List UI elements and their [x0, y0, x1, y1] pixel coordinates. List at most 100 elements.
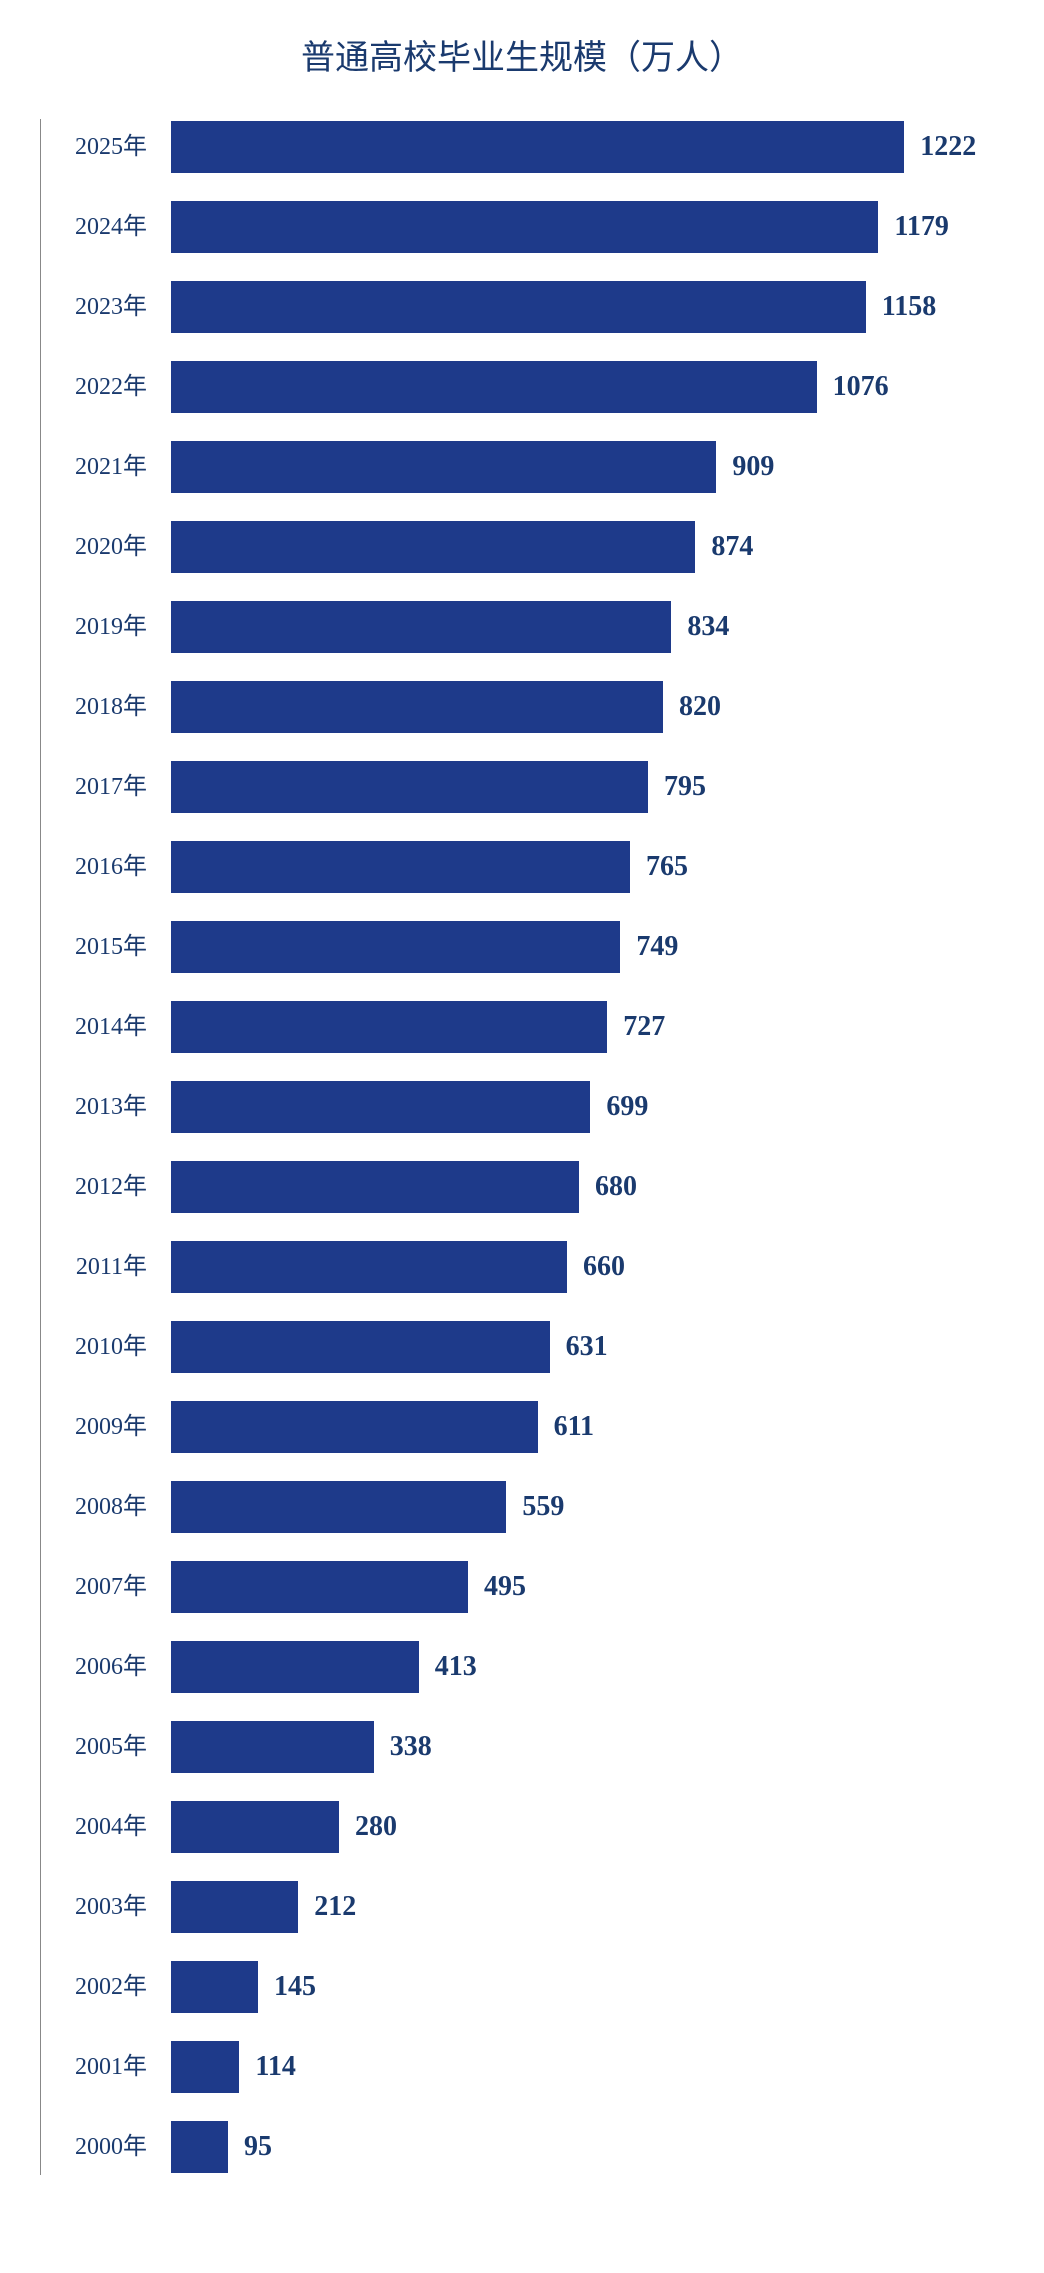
bar-row: 2011年660 [171, 1239, 1004, 1295]
y-axis-label: 2007年 [41, 1575, 161, 1599]
chart-container: 普通高校毕业生规模（万人） 2025年12222024年11792023年115… [0, 0, 1044, 2235]
value-label: 1222 [920, 133, 976, 161]
y-axis-label: 2020年 [41, 535, 161, 559]
bar [171, 761, 648, 813]
value-label: 495 [484, 1573, 526, 1601]
y-axis-label: 2014年 [41, 1015, 161, 1039]
y-axis-label: 2001年 [41, 2055, 161, 2079]
y-axis-label: 2009年 [41, 1415, 161, 1439]
bar [171, 1641, 419, 1693]
bar [171, 521, 695, 573]
y-axis-label: 2023年 [41, 295, 161, 319]
bar-row: 2007年495 [171, 1559, 1004, 1615]
y-axis-label: 2021年 [41, 455, 161, 479]
value-label: 95 [244, 2133, 272, 2161]
value-label: 611 [554, 1413, 594, 1441]
bar [171, 601, 671, 653]
value-label: 680 [595, 1173, 637, 1201]
bar-row: 2006年413 [171, 1639, 1004, 1695]
value-label: 765 [646, 853, 688, 881]
y-axis-label: 2008年 [41, 1495, 161, 1519]
bar-row: 2025年1222 [171, 119, 1004, 175]
bar-row: 2000年95 [171, 2119, 1004, 2175]
bar [171, 1801, 339, 1853]
bar [171, 1001, 607, 1053]
bar [171, 1081, 590, 1133]
bar [171, 441, 716, 493]
bar [171, 2121, 228, 2173]
chart-plot-area: 2025年12222024年11792023年11582022年10762021… [40, 119, 1004, 2175]
y-axis-label: 2003年 [41, 1895, 161, 1919]
bar-row: 2023年1158 [171, 279, 1004, 335]
y-axis-label: 2006年 [41, 1655, 161, 1679]
y-axis-label: 2022年 [41, 375, 161, 399]
value-label: 559 [522, 1493, 564, 1521]
bar-row: 2015年749 [171, 919, 1004, 975]
value-label: 1179 [894, 213, 948, 241]
y-axis-label: 2016年 [41, 855, 161, 879]
y-axis-label: 2010年 [41, 1335, 161, 1359]
bar [171, 2041, 239, 2093]
bar-row: 2017年795 [171, 759, 1004, 815]
bar-row: 2021年909 [171, 439, 1004, 495]
bar-row: 2019年834 [171, 599, 1004, 655]
bar-row: 2012年680 [171, 1159, 1004, 1215]
value-label: 145 [274, 1973, 316, 2001]
bar-row: 2016年765 [171, 839, 1004, 895]
bar-row: 2018年820 [171, 679, 1004, 735]
y-axis-label: 2024年 [41, 215, 161, 239]
chart-title: 普通高校毕业生规模（万人） [40, 30, 1004, 79]
value-label: 909 [732, 453, 774, 481]
bar-row: 2022年1076 [171, 359, 1004, 415]
bar [171, 201, 878, 253]
y-axis-label: 2011年 [41, 1255, 161, 1279]
bar [171, 921, 620, 973]
bar [171, 1721, 374, 1773]
bar-row: 2024年1179 [171, 199, 1004, 255]
bar-row: 2014年727 [171, 999, 1004, 1055]
value-label: 727 [623, 1013, 665, 1041]
value-label: 413 [435, 1653, 477, 1681]
value-label: 749 [636, 933, 678, 961]
value-label: 114 [255, 2053, 295, 2081]
bar-row: 2008年559 [171, 1479, 1004, 1535]
value-label: 795 [664, 773, 706, 801]
value-label: 212 [314, 1893, 356, 1921]
bar [171, 1561, 468, 1613]
y-axis-label: 2017年 [41, 775, 161, 799]
value-label: 699 [606, 1093, 648, 1121]
y-axis-label: 2002年 [41, 1975, 161, 1999]
bar [171, 1161, 579, 1213]
y-axis-label: 2025年 [41, 135, 161, 159]
y-axis-label: 2015年 [41, 935, 161, 959]
value-label: 338 [390, 1733, 432, 1761]
y-axis-label: 2005年 [41, 1735, 161, 1759]
bar [171, 841, 630, 893]
y-axis-label: 2004年 [41, 1815, 161, 1839]
value-label: 280 [355, 1813, 397, 1841]
bar-row: 2004年280 [171, 1799, 1004, 1855]
bar [171, 1881, 298, 1933]
bar [171, 1241, 567, 1293]
bar-row: 2003年212 [171, 1879, 1004, 1935]
value-label: 834 [687, 613, 729, 641]
y-axis-label: 2012年 [41, 1175, 161, 1199]
bar [171, 361, 817, 413]
bar [171, 1321, 550, 1373]
value-label: 1158 [882, 293, 936, 321]
value-label: 820 [679, 693, 721, 721]
bar-row: 2010年631 [171, 1319, 1004, 1375]
y-axis-label: 2019年 [41, 615, 161, 639]
bar-row: 2020年874 [171, 519, 1004, 575]
value-label: 631 [566, 1333, 608, 1361]
bar [171, 681, 663, 733]
bar [171, 1481, 506, 1533]
bar-row: 2005年338 [171, 1719, 1004, 1775]
y-axis-label: 2013年 [41, 1095, 161, 1119]
bar [171, 1401, 538, 1453]
bar-row: 2001年114 [171, 2039, 1004, 2095]
y-axis-label: 2018年 [41, 695, 161, 719]
value-label: 660 [583, 1253, 625, 1281]
bar [171, 121, 904, 173]
bar [171, 281, 866, 333]
